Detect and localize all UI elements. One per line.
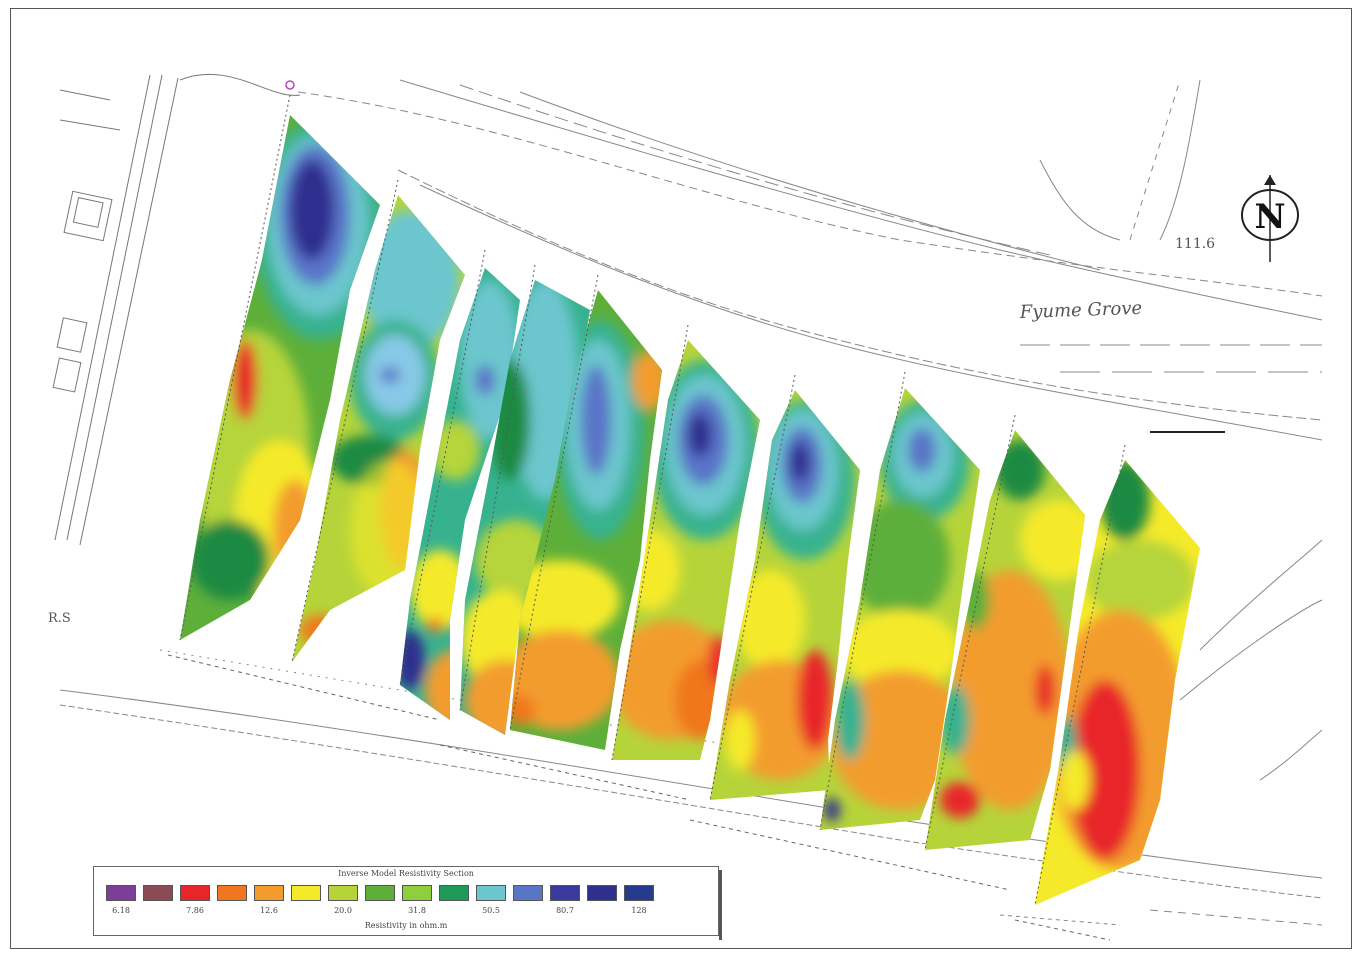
legend-tick-label: 50.5 — [482, 906, 500, 915]
legend-swatch — [180, 885, 210, 901]
resistivity-section-8 — [820, 388, 980, 830]
legend-swatch — [476, 885, 506, 901]
legend-units: Resistivity in ohm.m — [364, 921, 448, 930]
legend-swatch — [439, 885, 469, 901]
survey-marker — [285, 80, 295, 90]
legend-tick-label: 80.7 — [556, 906, 574, 915]
legend-swatch — [624, 885, 654, 901]
resistivity-section-9 — [925, 430, 1085, 850]
legend-swatch — [328, 885, 358, 901]
legend-ticks: 6.18 7.86 12.6 20.0 31.8 50.5 80.7 128 — [106, 906, 706, 918]
survey-baselines — [167, 654, 1111, 941]
section-edges — [179, 94, 1126, 906]
legend-tick-label: 128 — [631, 906, 647, 915]
legend-tick-label: 7.86 — [186, 906, 204, 915]
legend-swatch — [106, 885, 136, 901]
elevation-label: 111.6 — [1175, 236, 1215, 252]
legend-swatch — [365, 885, 395, 901]
left-label: R.S — [48, 611, 71, 626]
legend-title: Inverse Model Resistivity Section — [338, 869, 474, 878]
legend-tick-label: 12.6 — [260, 906, 278, 915]
legend-swatch — [254, 885, 284, 901]
street-label: Fyume Grove — [1018, 298, 1142, 323]
legend-swatch — [402, 885, 432, 901]
legend-swatches — [106, 885, 661, 901]
legend-tick-label: 31.8 — [408, 906, 426, 915]
north-arrow-icon: N — [1241, 175, 1299, 262]
legend-swatch — [513, 885, 543, 901]
legend-swatch — [143, 885, 173, 901]
legend-swatch — [217, 885, 247, 901]
road-outline — [52, 74, 301, 546]
legend: Inverse Model Resistivity Section 6.18 7.… — [93, 866, 722, 940]
legend-swatch — [291, 885, 321, 901]
legend-swatch — [550, 885, 580, 901]
north-label: N — [1254, 197, 1285, 237]
legend-tick-label: 6.18 — [112, 906, 130, 915]
legend-tick-label: 20.0 — [334, 906, 352, 915]
map-frame — [10, 8, 1352, 949]
legend-swatch — [587, 885, 617, 901]
